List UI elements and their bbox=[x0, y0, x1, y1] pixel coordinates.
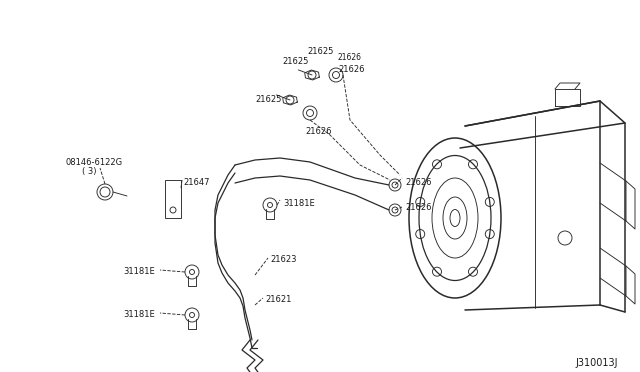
Text: 21626: 21626 bbox=[338, 65, 365, 74]
Text: ( 3): ( 3) bbox=[82, 167, 97, 176]
Text: 21623: 21623 bbox=[270, 255, 296, 264]
Text: 08146-6122G: 08146-6122G bbox=[65, 158, 122, 167]
Text: 21621: 21621 bbox=[265, 295, 291, 304]
Text: J310013J: J310013J bbox=[575, 358, 618, 368]
Text: 31181E: 31181E bbox=[124, 310, 155, 319]
Text: 21625: 21625 bbox=[255, 95, 282, 104]
Text: 21626: 21626 bbox=[338, 53, 362, 62]
Text: 21625: 21625 bbox=[282, 57, 308, 66]
Text: 21626: 21626 bbox=[305, 127, 332, 136]
Text: 21626: 21626 bbox=[405, 178, 431, 187]
Text: 21647: 21647 bbox=[183, 178, 209, 187]
Text: 21625: 21625 bbox=[307, 47, 333, 56]
Text: 31181E: 31181E bbox=[124, 267, 155, 276]
Text: 21626: 21626 bbox=[405, 203, 431, 212]
Text: 31181E: 31181E bbox=[283, 199, 315, 208]
